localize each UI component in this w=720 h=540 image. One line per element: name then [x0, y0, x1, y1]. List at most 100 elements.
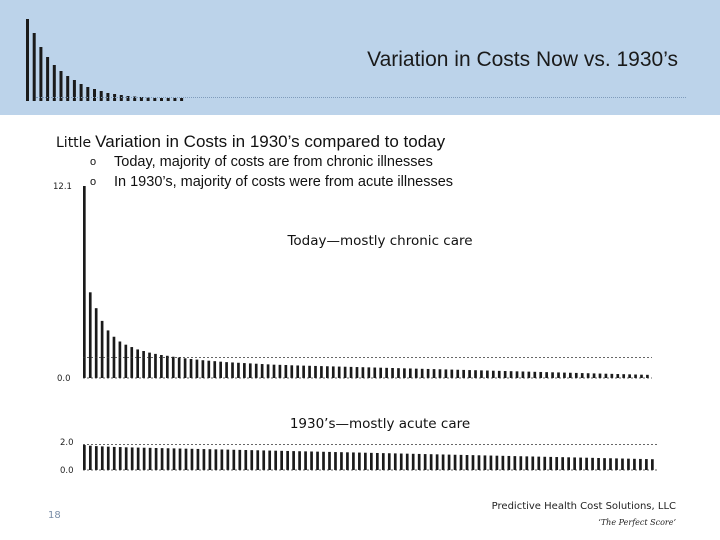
- chart-bar: [543, 456, 547, 470]
- chart-bar: [515, 371, 519, 378]
- chart-bar: [106, 446, 110, 470]
- chart-bar: [459, 454, 463, 470]
- header-deco-bar: [26, 19, 29, 101]
- chart-bar: [308, 365, 311, 378]
- chart-bar: [551, 372, 554, 378]
- chart-bar: [83, 186, 86, 378]
- chart-bar: [343, 366, 347, 378]
- chart-bar: [280, 450, 283, 470]
- chart-bar: [423, 454, 427, 470]
- chart-bar: [615, 458, 618, 470]
- chart-bar: [112, 336, 116, 378]
- chart-bar: [597, 457, 600, 470]
- header-divider: [36, 97, 686, 98]
- chart-bar: [537, 456, 541, 470]
- chart-bar: [298, 451, 301, 470]
- chart-bar: [237, 362, 240, 378]
- chart-bar: [462, 369, 465, 378]
- chart-bar: [555, 457, 559, 470]
- chart-bar: [373, 367, 377, 378]
- header-deco-bar: [66, 76, 70, 101]
- chart-bar: [88, 445, 92, 470]
- chart-bar: [154, 448, 158, 470]
- header-deco-bar: [126, 96, 130, 101]
- chart-bar: [411, 453, 415, 470]
- chart-bar: [262, 450, 266, 470]
- chart-bar: [290, 365, 294, 378]
- chart-bar: [561, 457, 565, 470]
- chart-bar: [238, 449, 242, 470]
- heading-text: Variation in Costs in 1930’s compared to…: [95, 132, 446, 151]
- chart-bar: [391, 368, 394, 378]
- chart-bar: [100, 320, 104, 378]
- chart-bar: [621, 458, 624, 470]
- chart-bar: [379, 367, 383, 378]
- chart-bar: [358, 452, 361, 470]
- chart-bar: [361, 367, 365, 378]
- chart-bar: [465, 455, 469, 470]
- chart-bar: [592, 373, 596, 378]
- chart-bar: [549, 456, 553, 470]
- chart-bar: [408, 368, 412, 378]
- chart-bar: [403, 368, 406, 378]
- header-deco-bar: [93, 89, 96, 101]
- chart-bar: [154, 353, 157, 378]
- chart-bar: [213, 361, 217, 378]
- chart-bar: [189, 358, 193, 378]
- header-deco-bar: [32, 33, 36, 101]
- header-deco-bar: [180, 98, 184, 101]
- chart-bar: [405, 453, 409, 470]
- chart-bar: [489, 455, 493, 470]
- chart-bar: [142, 447, 146, 470]
- chart-bar: [232, 449, 236, 470]
- chart-bar: [420, 368, 424, 378]
- chart-bar: [272, 364, 276, 378]
- ytick-max-1930s: 2.0: [60, 438, 74, 448]
- header-deco-bar: [39, 47, 43, 101]
- chart-bar: [567, 457, 570, 470]
- chart-bar: [316, 451, 319, 470]
- chart-bar: [165, 355, 169, 378]
- chart-bar: [486, 370, 489, 378]
- chart-bar: [296, 365, 300, 378]
- header-deco-bar: [153, 98, 157, 101]
- chart-bar: [646, 374, 649, 378]
- chart-bar: [471, 455, 475, 470]
- chart-bar: [106, 330, 110, 378]
- chart-bar: [429, 454, 433, 470]
- chart-bar: [334, 452, 337, 470]
- chart-bar: [118, 341, 122, 378]
- chart-bar: [219, 361, 222, 378]
- header-deco-bar: [52, 65, 56, 101]
- chart-bar: [349, 366, 353, 378]
- chart-bar: [202, 449, 206, 470]
- chart-bar: [634, 374, 637, 378]
- chart-bar: [201, 360, 205, 378]
- chart-bar: [337, 366, 341, 378]
- bullet-marker: o: [90, 156, 97, 168]
- chart-bar: [136, 349, 140, 378]
- ytick-min-today: 0.0: [57, 374, 71, 384]
- chart-bar: [231, 362, 234, 378]
- chart-bar: [346, 452, 349, 470]
- chart-bar: [633, 458, 636, 470]
- chart-bar: [284, 364, 288, 378]
- chart-bar: [399, 453, 403, 470]
- chart-bar: [519, 456, 523, 470]
- chart-bar: [328, 451, 331, 470]
- chart-bar: [166, 448, 170, 470]
- bullet-item-1: o Today, majority of costs are from chron…: [90, 154, 433, 170]
- company-tagline: ‘The Perfect Score’: [598, 518, 676, 527]
- chart-bar: [367, 367, 371, 378]
- chart-bar: [214, 449, 218, 470]
- chart-bar: [603, 458, 606, 470]
- chart-bar: [435, 454, 439, 470]
- chart-bar: [616, 374, 620, 378]
- chart-bar: [387, 453, 391, 470]
- chart-bar: [509, 371, 513, 378]
- chart-bar: [244, 450, 248, 470]
- header-deco-bar: [59, 71, 63, 101]
- chart-bar: [160, 448, 164, 470]
- chart-bar: [331, 366, 335, 378]
- slide-title: Variation in Costs Now vs. 1930’s: [367, 48, 678, 71]
